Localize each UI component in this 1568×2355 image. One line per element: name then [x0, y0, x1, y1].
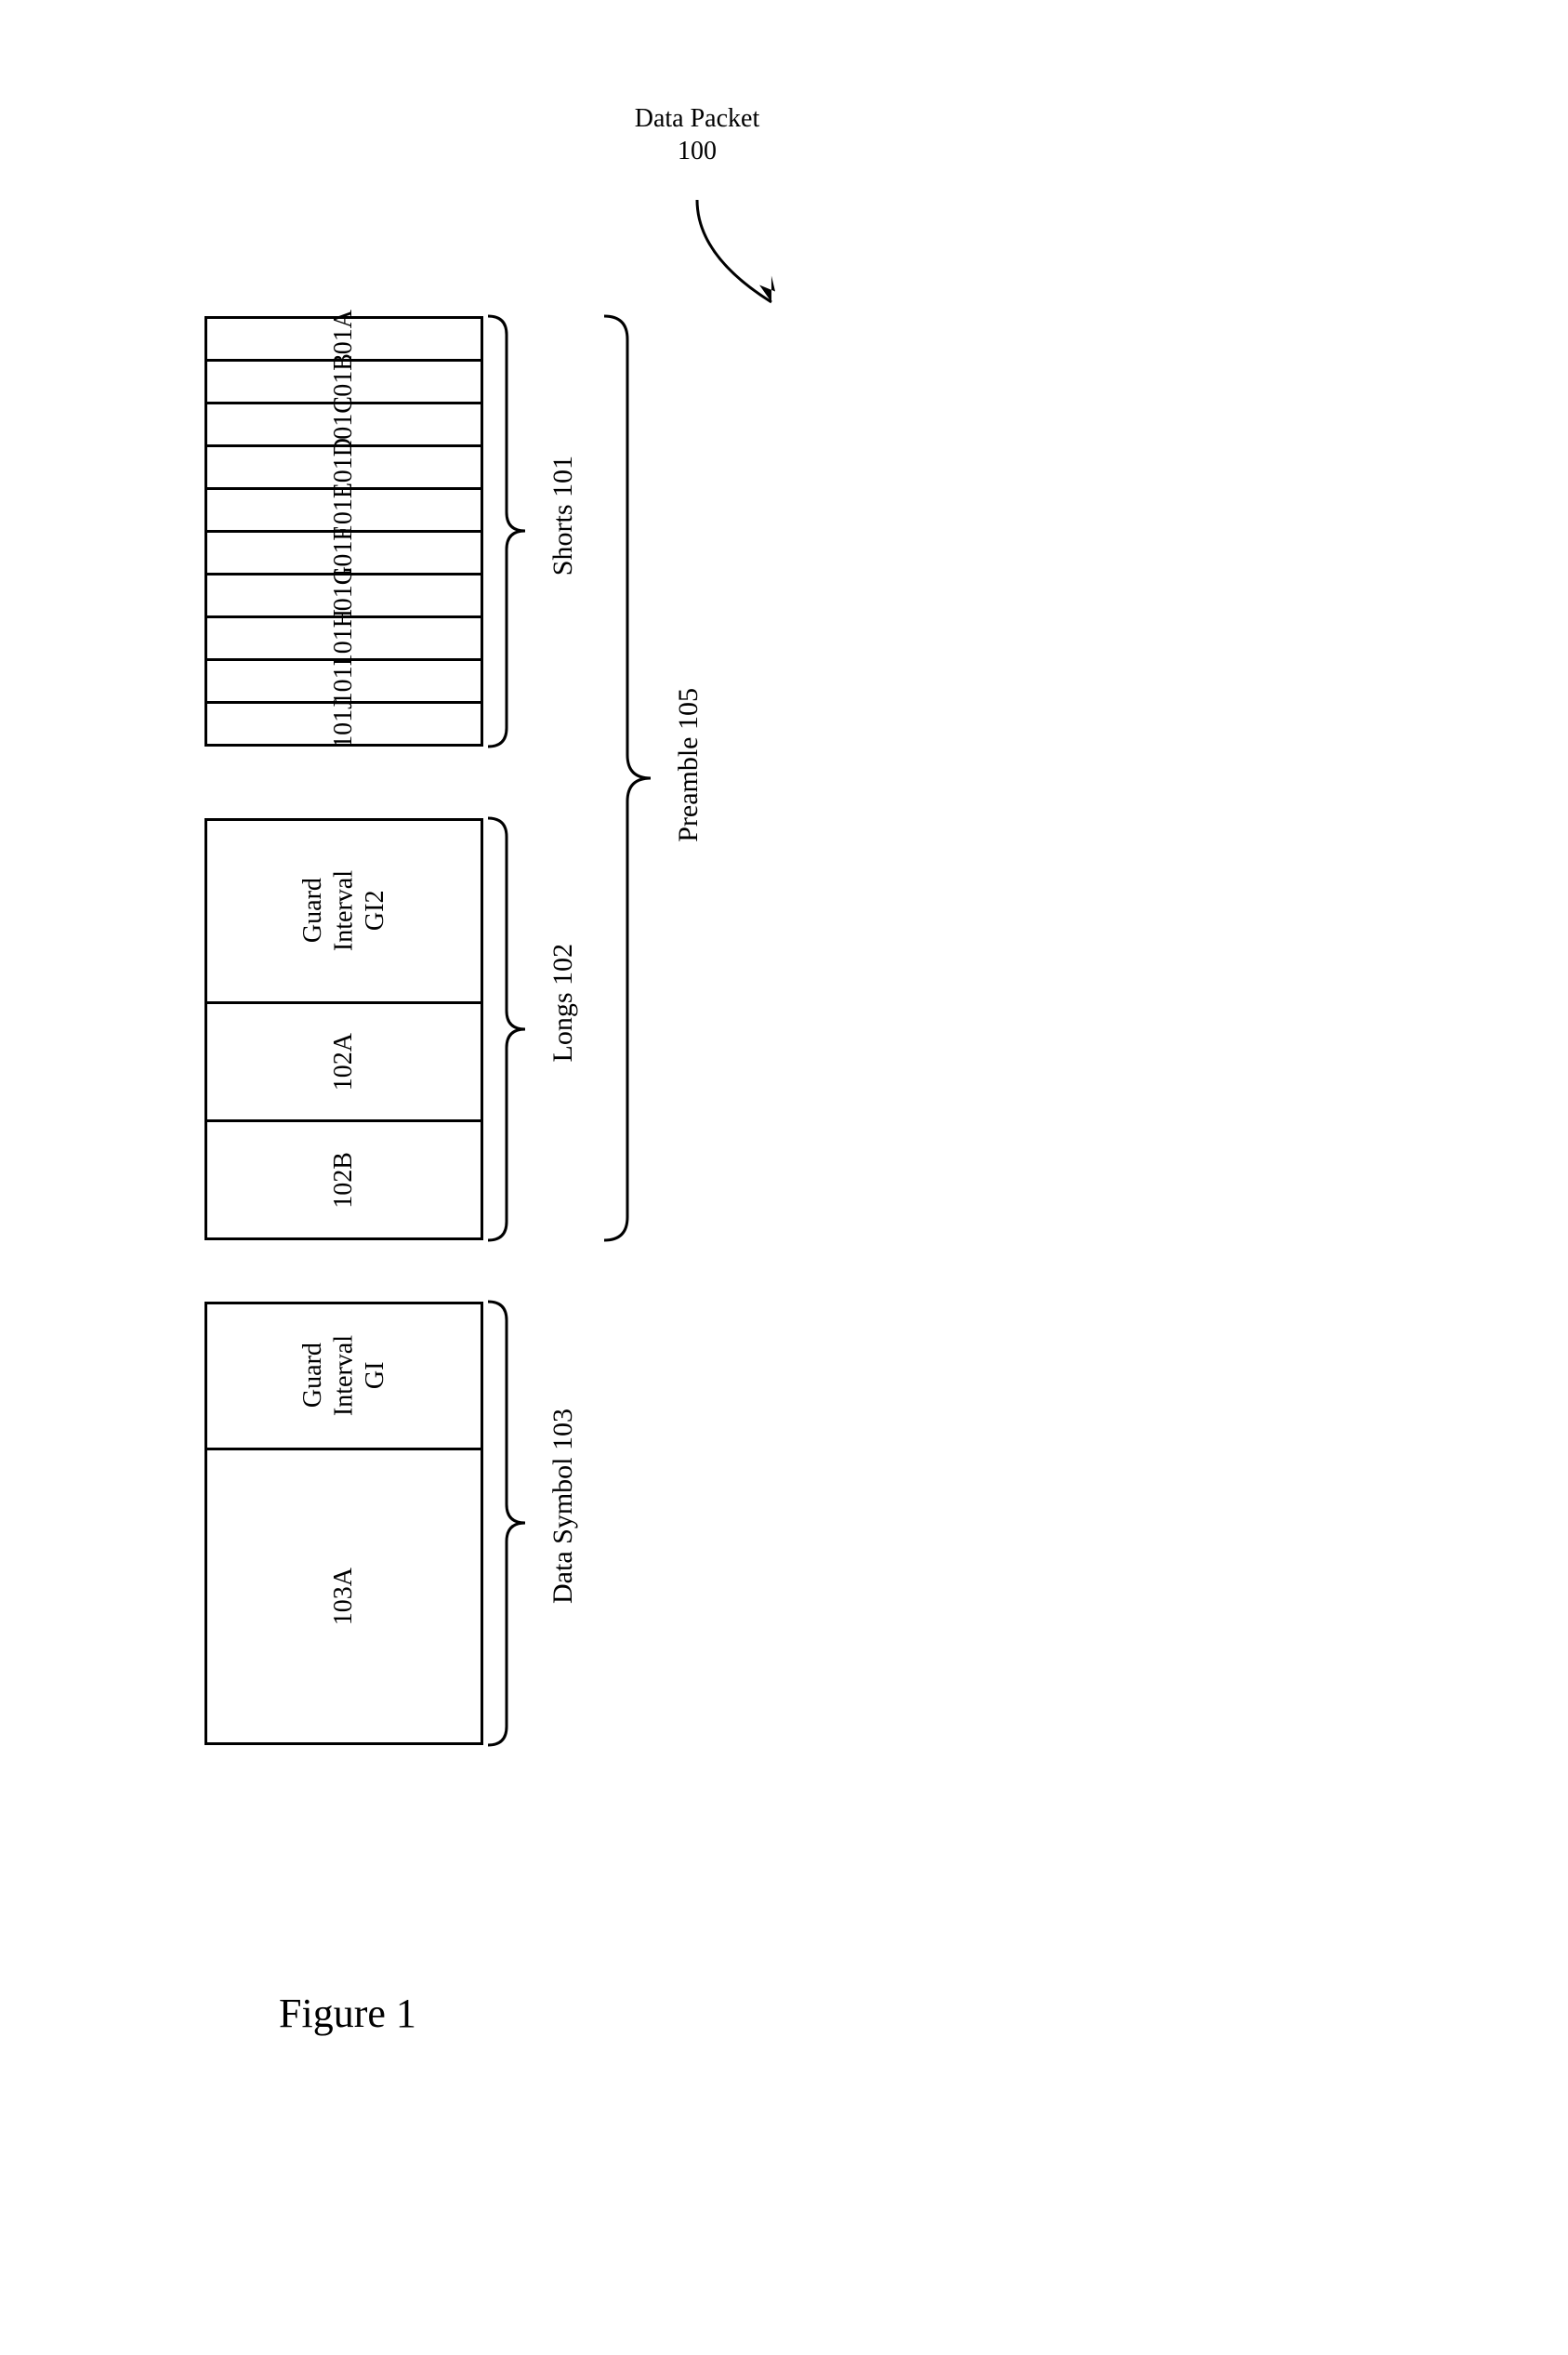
title-line1: Data Packet [635, 104, 760, 133]
longs-cell-label: 102B [328, 1152, 360, 1209]
longs-cell: 102A [204, 1001, 483, 1122]
data-cell: 103A [204, 1448, 483, 1745]
figure-caption: Figure 1 [279, 1990, 416, 2037]
data-gi-cell: Guard Interval GI [204, 1302, 483, 1450]
preamble-brace [604, 316, 669, 1240]
longs-cell-label: 102A [328, 1033, 360, 1091]
shorts-cell: 101H [204, 615, 483, 661]
shorts-cell-label: 101J [328, 699, 360, 748]
longs-cell: 102B [204, 1119, 483, 1240]
shorts-label-text: Shorts 101 [545, 456, 581, 576]
shorts-cell: 101I [204, 658, 483, 704]
longs-brace [488, 818, 544, 1240]
longs-label: Longs 102 [544, 944, 581, 1130]
preamble-label: Preamble 105 [669, 688, 706, 920]
packet-title: Data Packet 100 [586, 102, 809, 167]
data-brace [488, 1302, 544, 1745]
data-label: Data Symbol 103 [544, 1409, 581, 1641]
shorts-cell-label: 101I [328, 657, 360, 705]
data-gi-label: Guard Interval GI [297, 1335, 391, 1416]
data-cell-label: 103A [328, 1568, 360, 1625]
title-line2: 100 [678, 137, 717, 165]
longs-gi-label: Guard Interval GI2 [297, 870, 391, 951]
data-label-text: Data Symbol 103 [545, 1409, 581, 1604]
shorts-brace [488, 316, 544, 747]
preamble-label-text: Preamble 105 [670, 688, 706, 842]
longs-gi-cell: Guard Interval GI2 [204, 818, 483, 1004]
title-pointer-arrow [688, 191, 837, 339]
longs-label-text: Longs 102 [545, 944, 581, 1063]
shorts-label: Shorts 101 [544, 456, 581, 642]
shorts-cell: 101J [204, 701, 483, 747]
